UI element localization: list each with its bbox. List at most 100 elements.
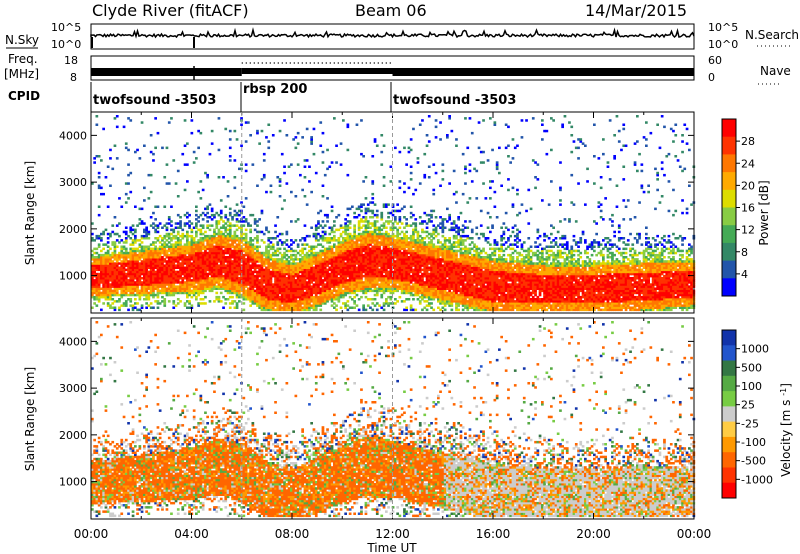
heatmap-cell (120, 289, 124, 293)
heatmap-cell (197, 281, 200, 284)
heatmap-cell (217, 232, 221, 236)
heatmap-cell (391, 270, 395, 274)
heatmap-cell (100, 277, 103, 280)
heatmap-cell (204, 281, 207, 284)
heatmap-cell (217, 264, 221, 267)
heatmap-cell (143, 274, 146, 278)
heatmap-cell (167, 258, 171, 261)
heatmap-cell (195, 285, 198, 288)
heatmap-cell (172, 251, 176, 255)
heatmap-cell (188, 285, 191, 288)
heatmap-cell (244, 289, 248, 293)
heatmap-cell (228, 260, 232, 263)
heatmap-cell (217, 277, 221, 280)
heatmap-cell (183, 234, 187, 238)
heatmap-cell (233, 270, 237, 274)
heatmap-cell (197, 270, 200, 274)
heatmap-cell (152, 247, 155, 251)
heatmap-cell (145, 291, 148, 295)
heatmap-cell (195, 268, 198, 272)
heatmap-cell (423, 306, 427, 309)
heatmap-cell (158, 249, 162, 253)
heatmap-cell (242, 256, 246, 259)
heatmap-cell (163, 281, 167, 284)
heatmap-cell (228, 138, 232, 141)
heatmap-cell (238, 245, 241, 248)
heatmap-cell (106, 291, 110, 295)
heatmap-cell (179, 222, 182, 225)
heatmap-cell (109, 291, 112, 295)
heatmap-cell (224, 213, 228, 217)
heatmap-cell (251, 251, 255, 255)
heatmap-cell (197, 220, 200, 223)
heatmap-cell (170, 291, 173, 295)
heatmap-cell (143, 249, 146, 253)
heatmap-cell (145, 226, 148, 229)
heatmap-cell (179, 270, 182, 274)
heatmap-cell (106, 241, 110, 244)
heatmap-cell (140, 285, 144, 288)
heatmap-cell (183, 289, 187, 293)
heatmap-cell (208, 239, 212, 242)
heatmap-cell (145, 306, 148, 309)
heatmap-cell (129, 298, 133, 301)
heatmap-cell (106, 232, 110, 236)
heatmap-cell (120, 256, 124, 259)
heatmap-cell (319, 121, 323, 124)
heatmap-cell (172, 281, 176, 284)
heatmap-cell (199, 239, 203, 242)
heatmap-cell (215, 264, 219, 267)
heatmap-cell (100, 266, 103, 269)
heatmap-cell (186, 285, 189, 288)
heatmap-cell (134, 230, 137, 234)
heatmap-cell (319, 308, 323, 312)
heatmap-cell (152, 258, 155, 261)
heatmap-cell (149, 243, 153, 246)
heatmap-cell (335, 161, 338, 164)
heatmap-cell (249, 289, 252, 293)
heatmap-cell (423, 230, 427, 234)
heatmap-cell (115, 239, 119, 242)
heatmap-cell (102, 266, 105, 269)
heatmap-cell (113, 306, 117, 309)
heatmap-cell (213, 264, 216, 267)
heatmap-cell (136, 287, 139, 290)
heatmap-cell (188, 247, 191, 251)
heatmap-cell (231, 291, 234, 295)
heatmap-cell (118, 270, 121, 274)
heatmap-cell (143, 234, 146, 238)
heatmap-cell (161, 283, 164, 286)
heatmap-cell (115, 272, 119, 276)
heatmap-cell (210, 218, 214, 221)
heatmap-cell (242, 308, 246, 312)
heatmap-cell (190, 249, 194, 253)
heatmap-cell (149, 256, 153, 259)
heatmap-cell (97, 289, 101, 293)
heatmap-cell (305, 234, 309, 238)
heatmap-cell (398, 216, 402, 219)
heatmap-cell (179, 243, 182, 246)
heatmap-cell (217, 228, 221, 232)
heatmap-cell (154, 274, 157, 278)
heatmap-cell (91, 232, 94, 236)
heatmap-cell (231, 266, 234, 269)
heatmap-cell (156, 281, 160, 284)
heatmap-cell (172, 291, 176, 295)
heatmap-cell (91, 285, 94, 288)
heatmap-cell (213, 245, 216, 248)
heatmap-cell (106, 302, 110, 305)
heatmap-cell (186, 272, 189, 276)
heatmap-cell (195, 281, 198, 284)
heatmap-cell (113, 247, 117, 251)
heatmap-cell (195, 251, 198, 255)
heatmap-cell (251, 247, 255, 251)
heatmap-cell (204, 239, 207, 242)
heatmap-cell (210, 239, 214, 242)
heatmap-cell (174, 274, 178, 278)
heatmap-cell (238, 285, 241, 288)
heatmap-cell (161, 146, 164, 150)
heatmap-cell (215, 281, 219, 284)
heatmap-cell (213, 283, 216, 286)
heatmap-cell (163, 205, 167, 208)
heatmap-cell (183, 287, 187, 290)
